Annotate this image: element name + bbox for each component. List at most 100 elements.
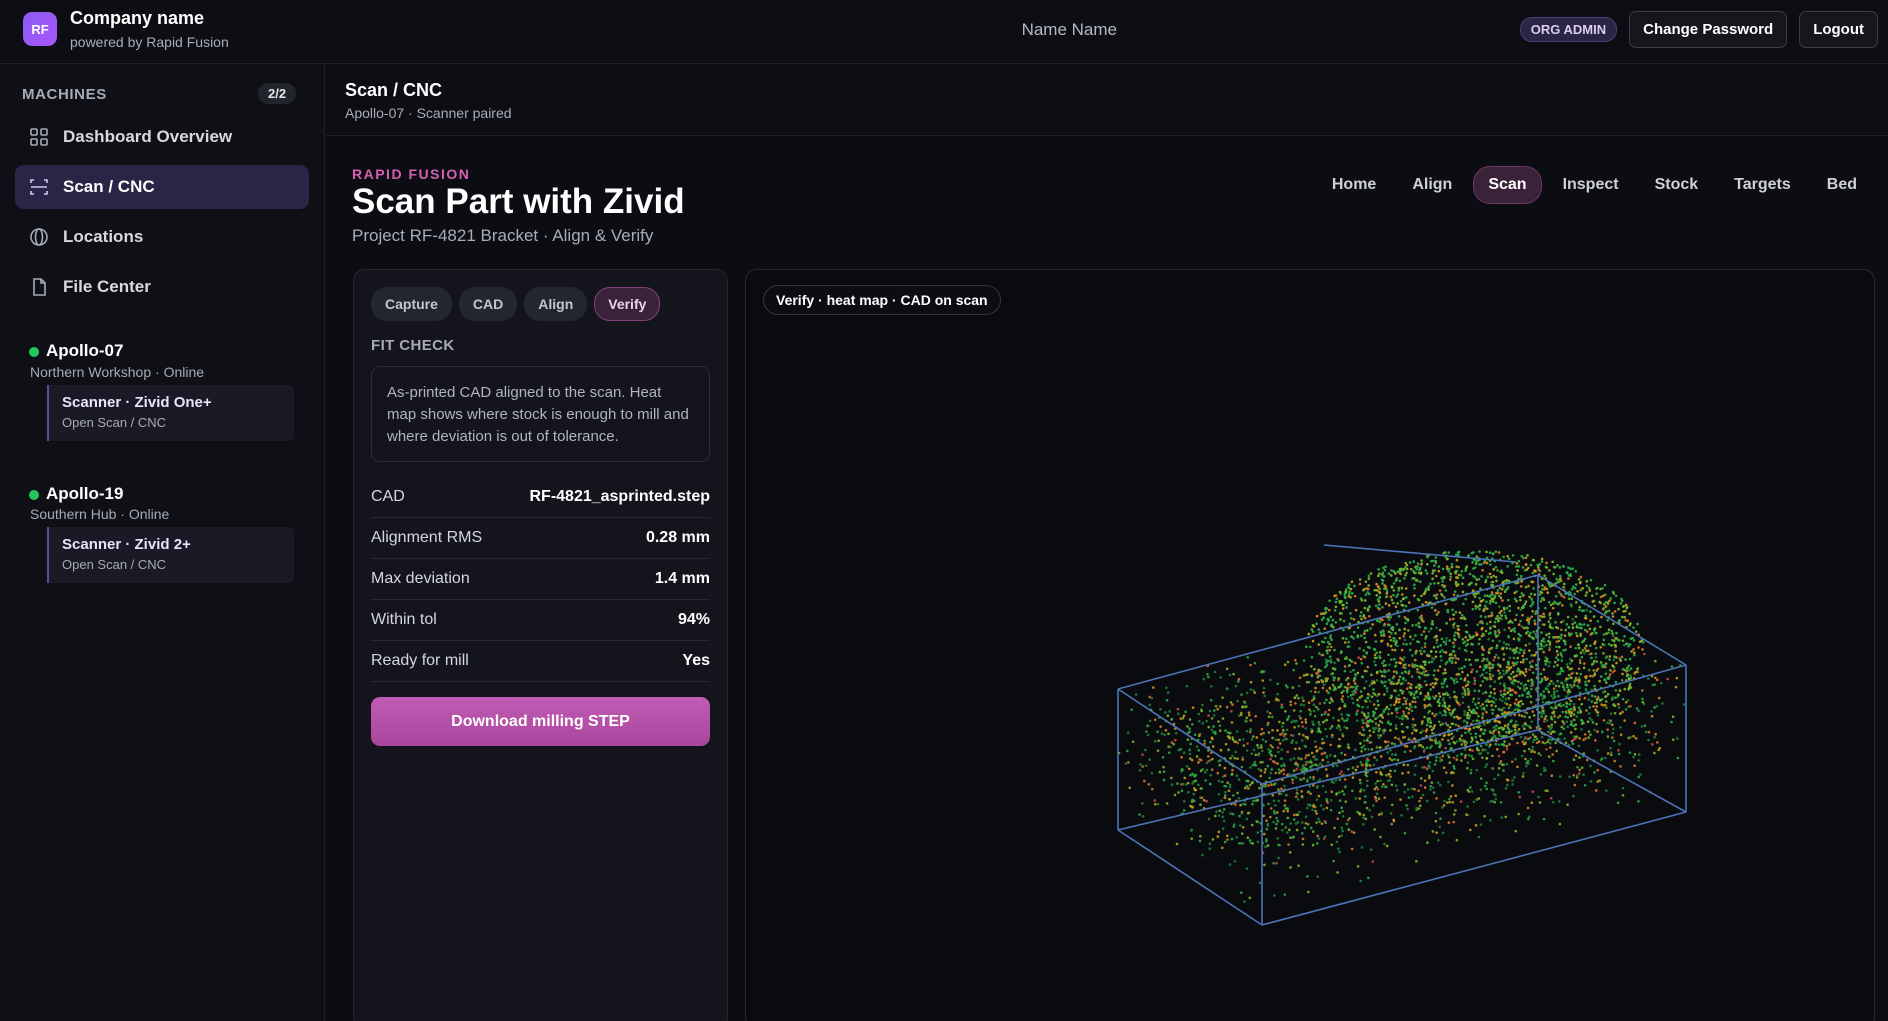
scan-point [1578,772,1581,775]
scan-point [1577,676,1581,680]
scan-point [1423,673,1426,677]
scan-point [1394,700,1398,703]
scan-point [1246,812,1250,815]
scan-point [1310,628,1314,631]
scan-point [1373,648,1377,651]
sidebar-item-dashboard-overview[interactable]: Dashboard Overview [15,115,309,159]
change-password-button[interactable]: Change Password [1629,11,1788,48]
scan-point [1324,606,1327,610]
scan-point [1362,733,1366,737]
step-capture[interactable]: Capture [371,287,452,321]
scan-point [1235,730,1239,733]
scan-point [1387,653,1390,657]
scan-point [1437,839,1440,842]
scan-point [1524,683,1527,686]
scan-point [1361,725,1364,729]
tab-stock[interactable]: Stock [1654,176,1699,193]
scan-point [1262,691,1265,694]
scanner-card[interactable]: Scanner · Zivid One+ Open Scan / CNC [47,385,294,441]
scan-point [1344,678,1348,682]
scan-point [1302,674,1306,677]
scan-point [1632,651,1636,655]
scan-point [1628,657,1632,661]
scan-point [1241,756,1244,759]
scan-point [1232,823,1236,826]
scan-point [1539,773,1543,776]
scan-point [1302,659,1306,662]
sidebar-item-locations[interactable]: Locations [15,215,309,259]
scan-point [1261,679,1265,682]
step-cad[interactable]: CAD [458,287,518,321]
tab-targets[interactable]: Targets [1734,176,1791,193]
scan-point [1330,780,1334,784]
scan-point [1530,678,1533,682]
scan-point [1170,783,1174,786]
scan-point [1427,661,1431,664]
scan-point [1245,779,1248,783]
scan-point [1585,580,1589,583]
scan-point [1675,676,1679,680]
scan-point [1382,566,1385,570]
scan-point [1505,587,1509,591]
scan-point [1306,737,1309,740]
3d-viewer[interactable]: Verify · heat map · CAD on scan [745,269,1875,1021]
scan-point [1560,628,1563,632]
step-align[interactable]: Align [524,287,588,321]
machine-name[interactable]: Apollo-19 [46,484,124,503]
scan-point [1228,863,1232,866]
step-verify[interactable]: Verify [594,287,661,321]
scan-point [1479,727,1483,731]
scan-point [1374,726,1378,730]
scan-point [1556,672,1559,676]
scan-point [1245,729,1249,733]
scan-point [1511,621,1514,624]
scan-point [1374,663,1377,667]
scan-point [1621,786,1625,790]
tab-inspect[interactable]: Inspect [1562,176,1619,193]
scan-point [1493,687,1496,691]
scan-point [1182,809,1186,812]
tab-home[interactable]: Home [1331,176,1377,193]
point-cloud-heatmap[interactable] [746,270,1875,1021]
scan-point [1513,690,1517,694]
scan-point [1365,757,1369,761]
scan-point [1181,782,1185,786]
scan-point [1518,694,1521,698]
scan-point [1528,642,1531,645]
scan-point [1396,602,1399,605]
scan-point [1558,672,1562,676]
metric-row: Within tol 94% [371,600,710,641]
sidebar-item-scan-cnc[interactable]: Scan / CNC [15,165,309,209]
scan-point [1578,605,1582,609]
scan-point [1329,645,1333,649]
scan-point [1445,685,1449,688]
scan-point [1407,707,1411,711]
logout-button[interactable]: Logout [1799,11,1878,48]
scan-point [1527,725,1531,728]
download-milling-step-button[interactable]: Download milling STEP [371,697,710,746]
scan-point [1465,565,1469,568]
scan-point [1174,731,1178,735]
scan-point [1358,696,1362,699]
scan-point [1543,640,1546,644]
scan-point [1452,593,1456,596]
scan-point [1336,817,1340,821]
scan-point [1424,637,1427,640]
scanner-card[interactable]: Scanner · Zivid 2+ Open Scan / CNC [47,527,294,583]
tab-align[interactable]: Align [1412,176,1453,193]
scan-point [1181,768,1185,772]
scan-point [1655,678,1659,682]
scan-point [1180,755,1183,759]
scan-point [1231,738,1235,742]
scan-point [1355,719,1359,723]
scan-point [1291,781,1295,785]
tab-scan[interactable]: Scan [1473,166,1542,204]
scan-point [1234,803,1237,806]
tab-bed[interactable]: Bed [1826,176,1857,193]
scan-point [1463,665,1466,668]
scan-point [1598,779,1602,782]
scan-point [1292,769,1296,772]
scan-point [1431,712,1434,715]
sidebar-item-file-center[interactable]: File Center [15,265,309,309]
machine-name[interactable]: Apollo-07 [46,341,124,360]
